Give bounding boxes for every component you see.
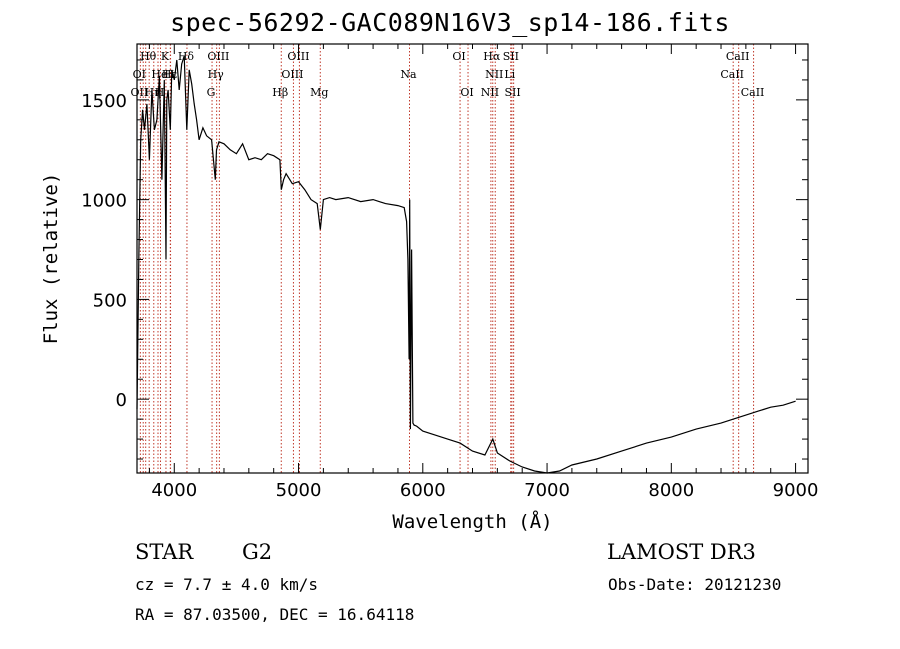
coordinates: RA = 87.03500, DEC = 16.64118 [135, 605, 415, 624]
spectral-line-label: Hθ [140, 50, 157, 63]
x-tick-label: 6000 [400, 480, 446, 501]
spectral-line-label: H [165, 68, 175, 81]
spectral-line-label: OI [133, 68, 146, 81]
spectral-line-label: OIII [207, 50, 229, 63]
spectral-line-label: NII [481, 86, 499, 99]
redshift-velocity: cz = 7.7 ± 4.0 km/s [135, 575, 319, 594]
x-axis-label: Wavelength (Å) [392, 510, 552, 533]
y-tick-label: 0 [116, 390, 127, 411]
spectral-line-label: Hα [483, 50, 501, 63]
object-subclass: G2 [242, 540, 273, 564]
observation-date: Obs-Date: 20121230 [608, 575, 782, 594]
spectral-line-label: OII [130, 86, 148, 99]
spectral-line-label: Li [504, 68, 515, 81]
spectral-line-label: OI [460, 86, 473, 99]
spectral-line-label: SII [505, 86, 521, 99]
spectral-line-label: Na [400, 68, 417, 81]
spectral-line-label: OIII [281, 68, 303, 81]
spectral-line-label: Hε [162, 68, 178, 81]
x-tick-label: 9000 [773, 480, 819, 501]
spectral-line-label: G [207, 86, 216, 99]
spectral-line-label: K [161, 50, 170, 63]
x-tick-label: 8000 [648, 480, 694, 501]
spectral-line-label: CaII [726, 50, 750, 63]
spectral-line-label: Mg [310, 86, 328, 99]
spectral-line-label: CaII [741, 86, 765, 99]
spectral-line-label: Hη [145, 86, 161, 99]
spectral-line-label: He [151, 68, 167, 81]
survey-name: LAMOST DR3 [607, 540, 756, 564]
y-tick-label: 500 [93, 290, 127, 311]
chart-title: spec-56292-GAC089N16V3_sp14-186.fits [170, 8, 730, 37]
spectral-line-label: SII [503, 50, 519, 63]
spectral-line-label: CaII [720, 68, 744, 81]
x-tick-label: 4000 [151, 480, 197, 501]
spectral-line-label: Hγ [208, 68, 225, 81]
spectral-line-label: Hβ [272, 86, 288, 99]
y-axis-label: Flux (relative) [40, 173, 62, 345]
spectral-line-label: H [155, 86, 165, 99]
y-tick-label: 1500 [81, 91, 127, 112]
spectral-line-label: OI [452, 50, 465, 63]
spectral-line-label: Hδ [178, 50, 195, 63]
x-tick-label: 7000 [524, 480, 570, 501]
spectral-line-label: NII [485, 68, 503, 81]
plot-frame [136, 43, 809, 474]
spectrum-line [136, 55, 796, 474]
x-tick-label: 5000 [276, 480, 322, 501]
y-tick-label: 1000 [81, 191, 127, 212]
object-class: STAR [135, 540, 194, 564]
spectral-line-label: OIII [287, 50, 309, 63]
